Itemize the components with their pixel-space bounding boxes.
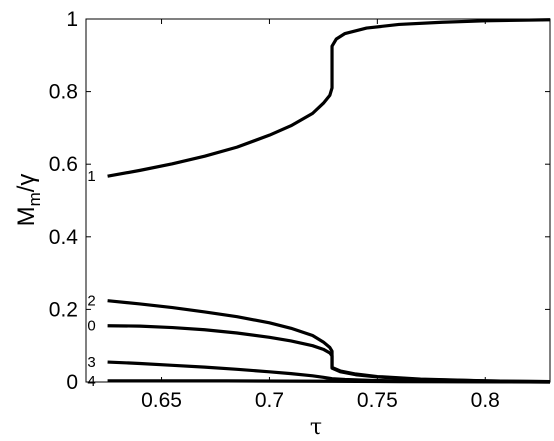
y-tick-label: 1 bbox=[66, 8, 78, 31]
series-line-4 bbox=[107, 379, 551, 384]
series-line-1 bbox=[107, 18, 551, 178]
x-tick-label: 0.75 bbox=[357, 389, 398, 412]
series-label-4: 4 bbox=[87, 373, 95, 390]
series-line-3 bbox=[107, 360, 551, 384]
y-axis-label: Mm/γ bbox=[13, 174, 44, 227]
series-label-1: 1 bbox=[87, 168, 95, 185]
series-label-0: 0 bbox=[87, 318, 95, 335]
y-axis-label-subscript: m bbox=[25, 192, 44, 206]
x-axis-label: τ bbox=[310, 415, 322, 440]
x-tick-label: 0.7 bbox=[255, 389, 284, 412]
y-axis-label-main: M bbox=[13, 206, 40, 226]
y-tick-label: 0.8 bbox=[49, 81, 78, 104]
y-axis-label-suffix: /γ bbox=[13, 174, 40, 193]
series-label-3: 3 bbox=[87, 354, 95, 371]
y-tick-label: 0.2 bbox=[49, 298, 78, 321]
y-tick-label: 0.4 bbox=[49, 226, 79, 249]
x-tick-label: 0.65 bbox=[141, 389, 182, 412]
series-lines bbox=[107, 18, 551, 384]
series-line-0 bbox=[107, 324, 551, 384]
series-labels: 1 2 0 3 4 bbox=[87, 168, 95, 390]
y-tick-label: 0 bbox=[66, 371, 78, 394]
y-tick-label: 0.6 bbox=[49, 153, 78, 176]
svg-text:Mm/γ: Mm/γ bbox=[13, 174, 44, 227]
series-label-2: 2 bbox=[87, 293, 95, 310]
axis-tick-labels: 0.65 0.7 0.75 0.8 0 0.2 0.4 0.6 0.8 1 bbox=[49, 8, 500, 412]
x-tick-label: 0.8 bbox=[471, 389, 500, 412]
series-line-2 bbox=[107, 299, 551, 384]
